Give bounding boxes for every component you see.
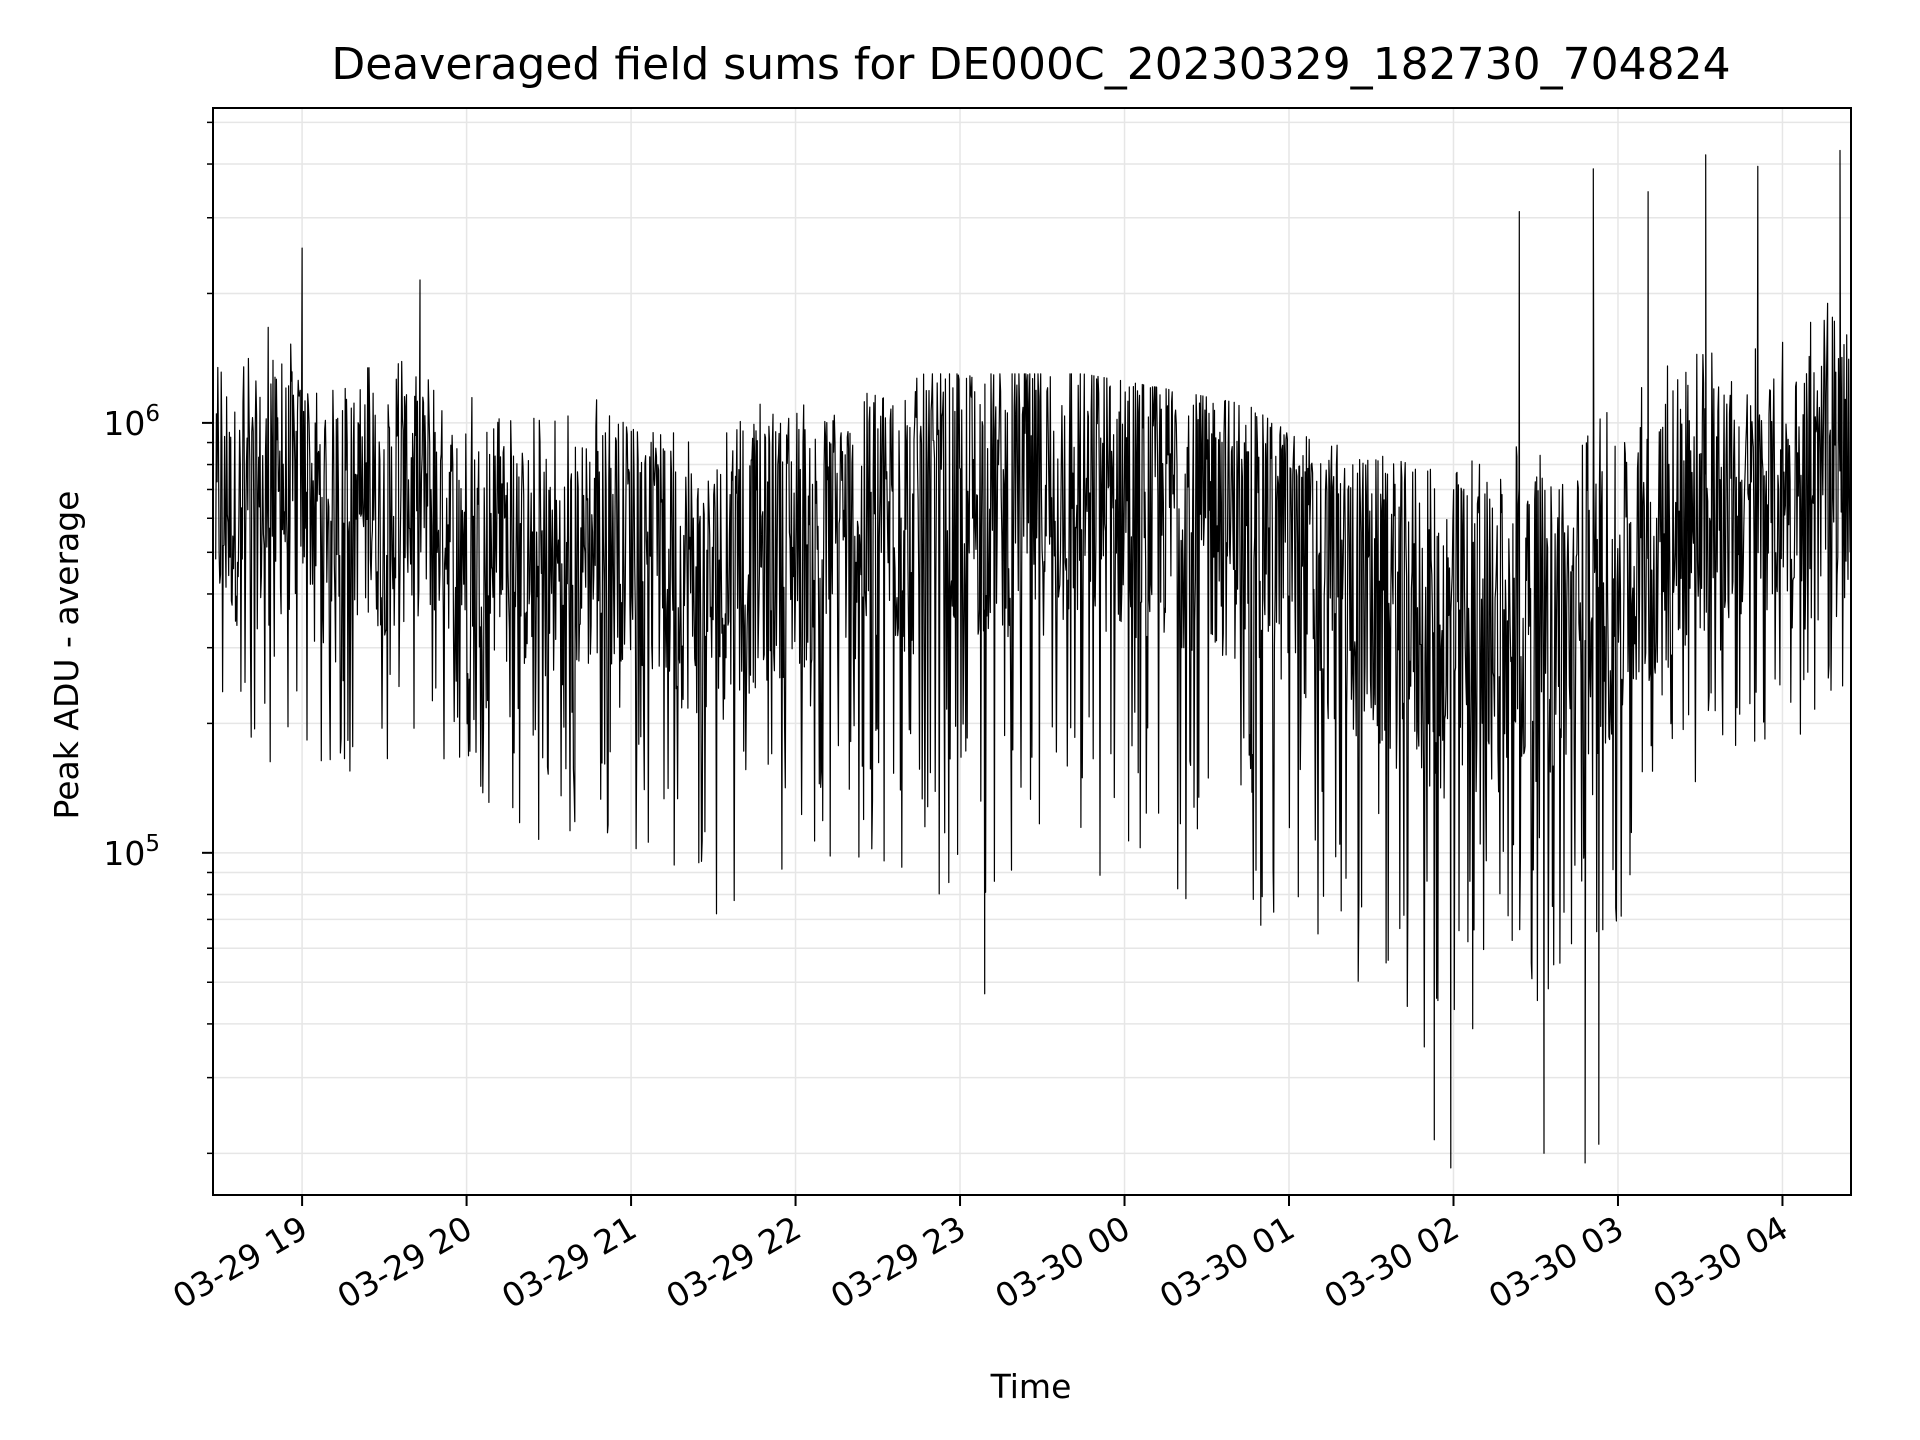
y-tick-label: 106 <box>103 401 160 443</box>
x-tick-label: 03-30 01 <box>1153 1208 1301 1316</box>
x-tick-label: 03-29 22 <box>660 1208 808 1316</box>
plot-frame <box>212 107 1852 1196</box>
chart-title: Deaveraged field sums for DE000C_2023032… <box>331 39 1730 90</box>
x-tick-label: 03-29 21 <box>495 1208 643 1316</box>
y-axis-ticks: 105 106 <box>103 121 213 1155</box>
series-trace <box>215 149 1851 1169</box>
x-tick-label: 03-30 00 <box>989 1208 1137 1316</box>
series-line <box>215 149 1851 1169</box>
x-tick-label: 03-30 02 <box>1317 1208 1465 1316</box>
x-tick-label: 03-29 20 <box>331 1208 479 1316</box>
y-axis-label: Peak ADU - average <box>47 491 86 820</box>
y-tick-label: 105 <box>103 831 160 873</box>
x-axis-ticks: 03-29 19 03-29 20 03-29 21 03-29 22 03-29 23… <box>166 1195 1794 1316</box>
x-axis-label: Time <box>990 1367 1072 1406</box>
x-tick-label: 03-30 04 <box>1646 1208 1794 1316</box>
x-tick-label: 03-30 03 <box>1482 1208 1630 1316</box>
x-tick-label: 03-29 23 <box>824 1208 972 1316</box>
x-tick-label: 03-29 19 <box>166 1208 314 1316</box>
